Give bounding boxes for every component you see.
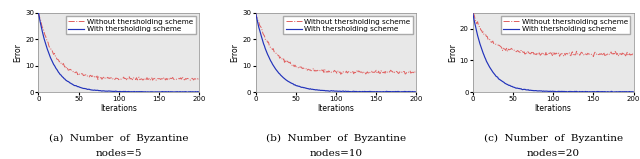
Without thersholding scheme — [93, 75, 101, 77]
With thersholding scheme — [630, 91, 637, 93]
Without thersholding scheme — [49, 52, 57, 54]
Text: (c)  Number  of  Byzantine: (c) Number of Byzantine — [484, 134, 623, 143]
Y-axis label: Error: Error — [448, 43, 457, 62]
Without thersholding scheme — [400, 71, 408, 73]
With thersholding scheme — [35, 12, 42, 14]
With thersholding scheme — [191, 91, 198, 93]
X-axis label: Iterations: Iterations — [100, 104, 137, 113]
Legend: Without thersholding scheme, With thersholding scheme: Without thersholding scheme, With thersh… — [284, 16, 413, 34]
Without thersholding scheme — [527, 52, 535, 53]
Text: nodes=20: nodes=20 — [527, 149, 580, 159]
With thersholding scheme — [470, 16, 477, 18]
Without thersholding scheme — [102, 78, 110, 80]
With thersholding scheme — [253, 15, 260, 17]
With thersholding scheme — [413, 91, 420, 93]
With thersholding scheme — [400, 91, 408, 93]
Text: nodes=10: nodes=10 — [309, 149, 363, 159]
Text: (a)  Number  of  Byzantine: (a) Number of Byzantine — [49, 134, 189, 143]
With thersholding scheme — [339, 90, 346, 92]
Without thersholding scheme — [123, 79, 131, 81]
With thersholding scheme — [610, 91, 618, 93]
Legend: Without thersholding scheme, With thersholding scheme: Without thersholding scheme, With thersh… — [67, 16, 196, 34]
Without thersholding scheme — [266, 46, 274, 48]
Line: With thersholding scheme: With thersholding scheme — [255, 13, 417, 92]
With thersholding scheme — [556, 90, 563, 92]
Without thersholding scheme — [413, 70, 420, 72]
With thersholding scheme — [49, 62, 57, 64]
With thersholding scheme — [536, 90, 544, 92]
Without thersholding scheme — [122, 77, 129, 79]
Without thersholding scheme — [252, 12, 259, 14]
With thersholding scheme — [310, 89, 318, 91]
With thersholding scheme — [378, 91, 386, 93]
Without thersholding scheme — [253, 15, 260, 17]
Without thersholding scheme — [469, 13, 477, 14]
With thersholding scheme — [527, 90, 535, 91]
Y-axis label: Error: Error — [13, 43, 22, 62]
With thersholding scheme — [35, 16, 43, 18]
With thersholding scheme — [195, 91, 203, 93]
X-axis label: Iterations: Iterations — [535, 104, 572, 113]
Text: (b)  Number  of  Byzantine: (b) Number of Byzantine — [266, 134, 406, 143]
With thersholding scheme — [122, 90, 129, 92]
With thersholding scheme — [319, 90, 327, 91]
Legend: Without thersholding scheme, With thersholding scheme: Without thersholding scheme, With thersh… — [500, 16, 630, 34]
Line: Without thersholding scheme: Without thersholding scheme — [255, 13, 417, 74]
With thersholding scheme — [469, 12, 477, 14]
With thersholding scheme — [182, 91, 189, 93]
Without thersholding scheme — [630, 53, 637, 55]
Without thersholding scheme — [310, 70, 318, 72]
Without thersholding scheme — [195, 78, 203, 80]
With thersholding scheme — [483, 62, 491, 64]
Line: Without thersholding scheme: Without thersholding scheme — [38, 12, 199, 80]
Without thersholding scheme — [35, 11, 42, 13]
X-axis label: Iterations: Iterations — [317, 104, 355, 113]
Without thersholding scheme — [483, 35, 491, 37]
With thersholding scheme — [617, 91, 625, 93]
Without thersholding scheme — [556, 55, 563, 57]
Without thersholding scheme — [470, 13, 477, 14]
Without thersholding scheme — [536, 54, 544, 56]
With thersholding scheme — [102, 90, 110, 92]
Line: With thersholding scheme: With thersholding scheme — [473, 13, 634, 92]
Without thersholding scheme — [617, 53, 625, 55]
Without thersholding scheme — [319, 69, 327, 71]
Line: With thersholding scheme: With thersholding scheme — [38, 13, 199, 92]
Without thersholding scheme — [182, 78, 190, 80]
With thersholding scheme — [266, 59, 274, 61]
Y-axis label: Error: Error — [230, 43, 239, 62]
With thersholding scheme — [252, 12, 259, 14]
Without thersholding scheme — [589, 55, 597, 57]
With thersholding scheme — [93, 89, 101, 91]
Without thersholding scheme — [35, 15, 43, 17]
Line: Without thersholding scheme: Without thersholding scheme — [473, 14, 634, 56]
Without thersholding scheme — [337, 73, 345, 75]
Text: nodes=5: nodes=5 — [95, 149, 142, 159]
Without thersholding scheme — [339, 71, 347, 73]
